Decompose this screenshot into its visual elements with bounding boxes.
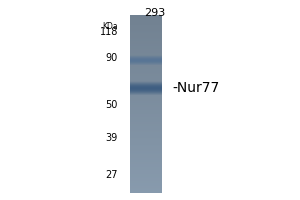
Text: 39: 39 [106, 133, 118, 143]
Text: 27: 27 [106, 170, 118, 180]
Text: KDa: KDa [102, 22, 118, 31]
Text: 50: 50 [106, 100, 118, 110]
Text: 90: 90 [106, 53, 118, 63]
Text: 118: 118 [100, 27, 118, 37]
Text: 293: 293 [144, 8, 166, 18]
Text: -Nur77: -Nur77 [172, 81, 219, 95]
